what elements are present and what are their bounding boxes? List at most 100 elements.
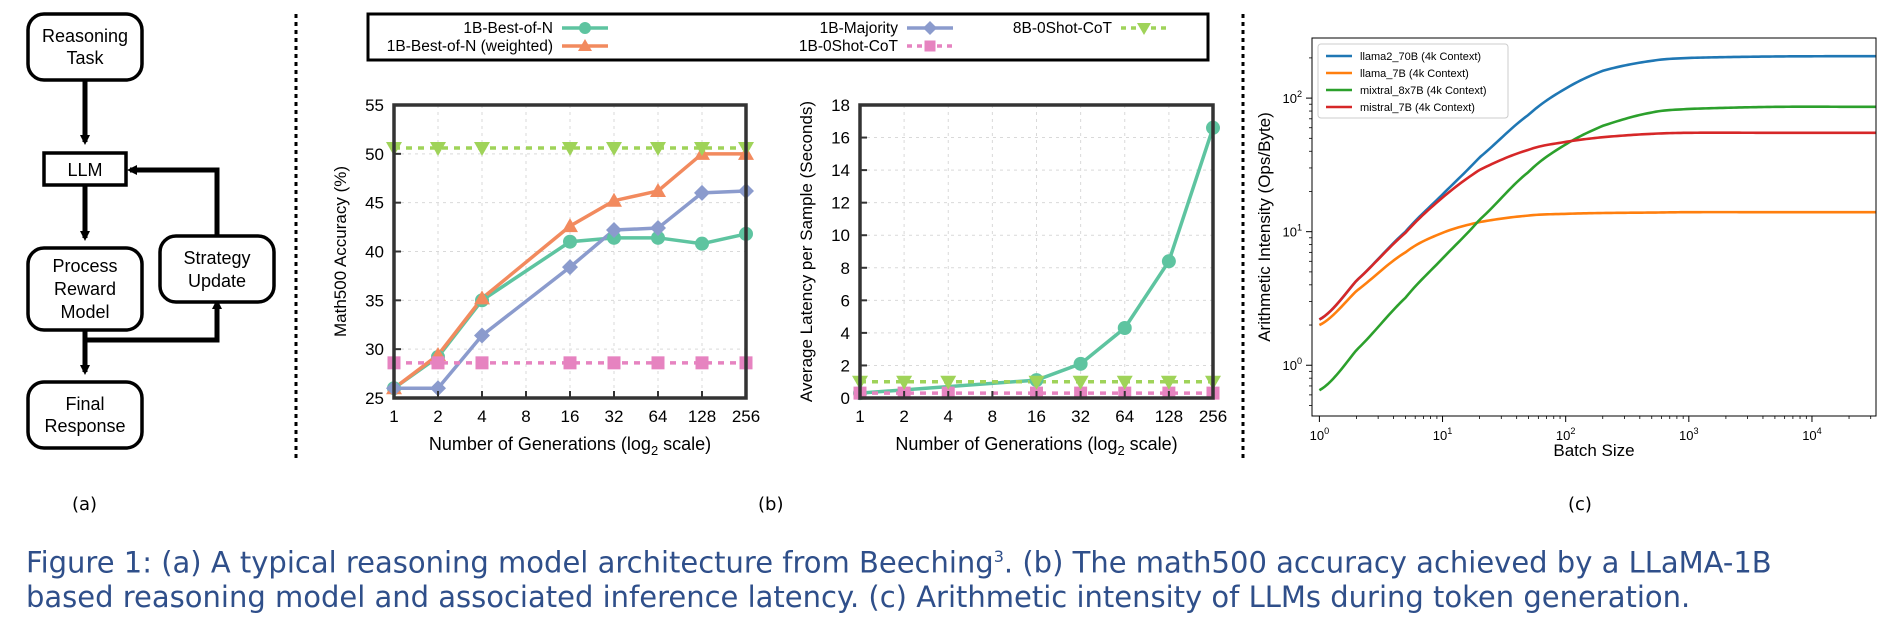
data-point-0-4 [1161,254,1176,269]
y-tick-label-4: 45 [365,194,384,213]
data-point-2-5 [650,220,666,237]
reasoning-architecture-diagram: Reasoning Task LLM Process Reward Model … [26,12,276,450]
y-tick-label-6: 55 [365,96,384,115]
data-point-4-2 [474,141,490,156]
y-tick-label-c-1: 101 [1282,223,1302,240]
data-point-2-1 [896,375,913,390]
legend-marker-2 [923,21,937,35]
caption-line-2: based reasoning model and associated inf… [26,579,1691,614]
node-strategy-line2: Update [188,271,246,291]
arrow-prm-to-strategy [85,299,222,343]
node-final-line1: Final [65,394,104,414]
legend-c: llama2_70B (4k Context) llama_7B (4k Cont… [1317,43,1509,119]
series-line-c-1 [1318,210,1876,327]
y-axis-label: Math500 Accuracy (%) [331,166,350,337]
data-point-2-4 [1072,375,1089,390]
node-prm-line3: Model [60,302,109,322]
node-strategy-line1: Strategy [183,248,250,268]
chart-c: 100 101 102 103 104 100 101 102 llama2_70B (4k C… [1255,37,1877,460]
panel-b: 1B-Best-of-N1B-Best-of-N (weighted) 1B-Ma… [331,12,1227,458]
data-point-2-2 [474,327,490,344]
x-tick-label-c-0: 100 [1310,426,1330,443]
node-reasoning-task-line1: Reasoning [42,26,128,46]
y-axis-label-c: Arithmetic Intensity (Ops/Byte) [1255,112,1274,342]
y-tick-label-9: 18 [831,96,850,115]
data-point-1-3 [562,218,578,233]
data-point-0-3 [1117,321,1132,336]
x-tick-label-c-3: 103 [1679,426,1699,443]
panel-c: 100 101 102 103 104 100 101 102 llama2_70B (4k C… [1255,37,1877,460]
y-tick-label-2: 4 [841,324,850,343]
series-line-c-2 [1318,105,1876,392]
legend-marker-0 [579,22,591,34]
x-tick-label-6: 64 [1115,407,1134,426]
node-prm-line1: Process [52,256,117,276]
y-tick-label-3: 6 [841,291,850,310]
series-line-2 [394,189,747,390]
legend-b-frame [366,12,1210,62]
data-point-2-3 [562,259,578,276]
x-tick-label-6: 64 [649,407,668,426]
series-line-c-3 [1318,131,1876,321]
data-point-0-5 [651,230,665,245]
legend-c-label-2: mixtral_8x7B (4k Context) [1360,85,1487,97]
caption-line-1-b: . (b) The math500 accuracy achieved by a… [1003,545,1772,580]
data-point-2-3 [1028,375,1045,390]
y-tick-label-1: 30 [365,340,384,359]
node-llm: LLM [42,151,128,187]
x-tick-label-3: 8 [988,407,997,426]
legend-item-0: 1B-Best-of-N [463,20,608,37]
x-tick-label-8: 256 [1199,407,1227,426]
data-point-4-5 [650,141,666,156]
x-tick-label-5: 32 [1071,407,1090,426]
x-tick-label-4: 16 [1027,407,1046,426]
legend-c-frame [1317,43,1509,119]
legend-marker-3 [924,40,936,52]
x-tick-label-0: 1 [855,407,864,426]
panel-separators [294,14,1245,460]
legend-item-3: 1B-0Shot-CoT [799,38,953,55]
data-point-2-5 [1116,375,1133,390]
data-point-4-1 [430,141,446,156]
y-tick-label-4: 8 [841,259,850,278]
legend-label-1: 1B-Best-of-N (weighted) [387,38,553,55]
sublabel-c: (c) [1568,494,1592,515]
data-point-4-3 [562,141,578,156]
legend-label-3: 1B-0Shot-CoT [799,38,899,55]
x-tick-label-0: 1 [389,407,398,426]
node-reasoning-task-line2: Task [66,48,104,68]
y-tick-label-1: 2 [841,356,850,375]
data-point-3-3 [563,356,577,370]
x-tick-label-7: 128 [688,407,716,426]
y-tick-label-0: 25 [365,389,384,408]
x-axis-label: Number of Generations (log2 scale) [895,434,1177,458]
y-tick-label-2: 35 [365,291,384,310]
x-tick-label-3: 8 [521,407,530,426]
data-point-2-1 [430,380,446,397]
legend-marker-1 [578,39,592,51]
caption-line-1-a: Figure 1: (a) A typical reasoning model … [26,545,994,580]
y-tick-label-c-2: 102 [1282,89,1302,106]
node-llm-label: LLM [67,160,102,180]
x-axis-label-c: Batch Size [1553,441,1634,460]
caption-footnote: 3 [993,547,1004,566]
legend-b: 1B-Best-of-N1B-Best-of-N (weighted) 1B-Ma… [366,12,1210,62]
x-axis-label: Number of Generations (log2 scale) [429,434,711,458]
x-tick-label-c-4: 104 [1802,426,1822,443]
legend-c-label-3: mistral_7B (4k Context) [1360,102,1475,114]
y-tick-label-0: 0 [841,389,850,408]
x-tick-label-c-2: 102 [1556,426,1576,443]
legend-label-0: 1B-Best-of-N [463,20,553,37]
legend-c-label-0: llama2_70B (4k Context) [1360,51,1481,63]
node-prm-line2: Reward [54,279,116,299]
data-point-2-6 [694,184,710,201]
x-tick-label-5: 32 [605,407,624,426]
y-tick-label-6: 12 [831,194,850,213]
chart-b0: 1 2 4 8 16 32 64 128 256 25 30 35 40 45 50 55 Number of … [331,96,760,458]
legend-label-2: 1B-Majority [820,20,899,37]
data-point-3-6 [695,356,709,370]
x-tick-label-c-1: 101 [1433,426,1453,443]
legend-item-1: 1B-Best-of-N (weighted) [387,38,608,55]
y-tick-label-8: 16 [831,129,850,148]
